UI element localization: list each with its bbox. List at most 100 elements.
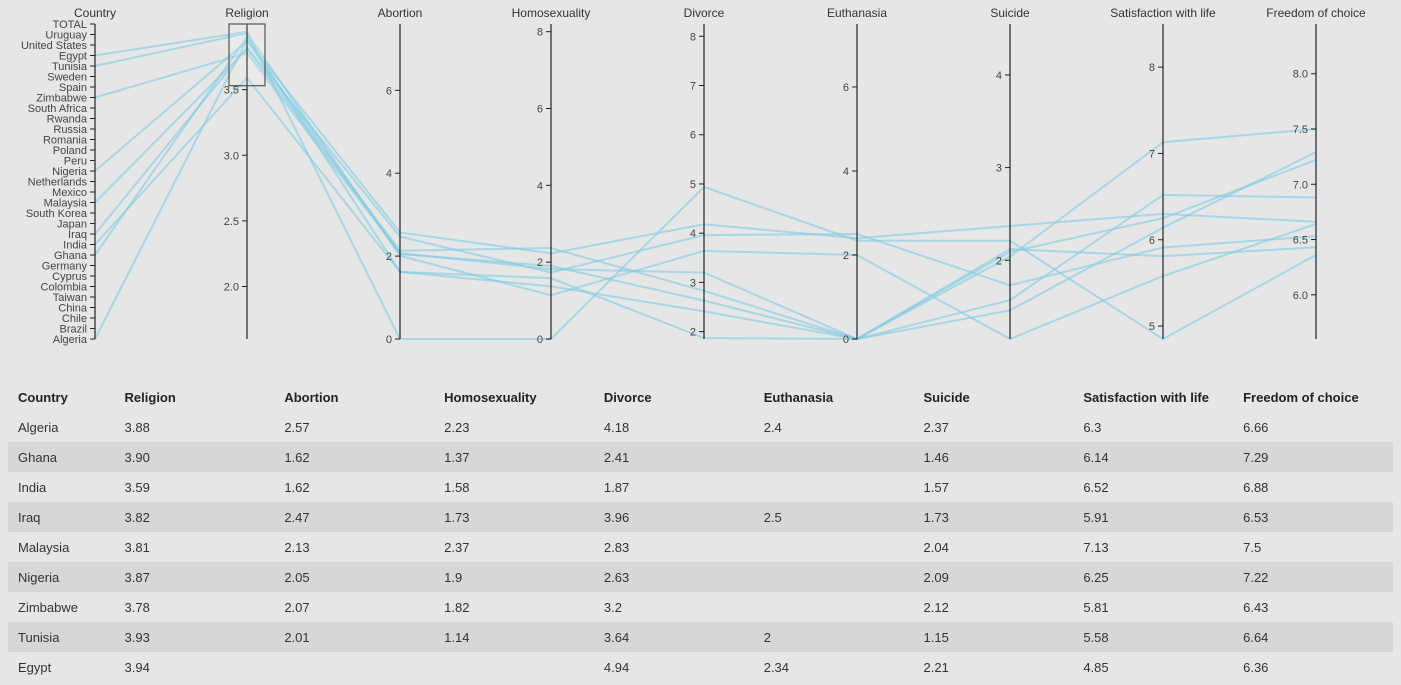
table-row[interactable]: Egypt 3.94 4.94 2.34 2.21 4.85 6.36 (8, 652, 1393, 682)
tick-label: 6.5 (1293, 235, 1308, 247)
table-cell: India (18, 479, 47, 495)
tick-label: Cyprus (52, 271, 87, 283)
table-row[interactable]: Algeria 3.88 2.57 2.23 4.18 2.4 2.37 6.3 6.66 (8, 412, 1393, 442)
header-abortion[interactable]: Abortion (284, 389, 339, 405)
table-cell: 1.46 (913, 442, 1074, 472)
tick-label: Netherlands (28, 177, 88, 189)
polyline-nigeria[interactable] (94, 39, 1317, 341)
axis-title[interactable]: Religion (225, 6, 268, 20)
table-row[interactable]: India 3.59 1.62 1.58 1.87 1.57 6.52 6.88 (8, 472, 1393, 502)
axis-title[interactable]: Euthanasia (827, 6, 887, 20)
header-euthanasia[interactable]: Euthanasia (763, 389, 834, 405)
tick-label: Tunisia (52, 61, 88, 73)
table-cell: Algeria (18, 419, 59, 435)
tick-label: 5 (1149, 321, 1155, 333)
table-cell: 3.82 (114, 502, 275, 532)
table-cell: 2.57 (284, 419, 310, 435)
header-religion[interactable]: Religion (124, 389, 176, 405)
table-cell: 2.47 (274, 502, 435, 532)
table-row[interactable]: Zimbabwe 3.78 2.07 1.82 3.2 2.12 5.81 6.43 (8, 592, 1393, 622)
table-cell: Malaysia (18, 539, 70, 555)
tick-label: Romania (43, 135, 88, 147)
table-cell: 3.81 (124, 539, 150, 555)
axis-title[interactable]: Abortion (378, 6, 423, 20)
table-cell: 4.94 (603, 659, 630, 675)
table-cell: 3.2 (603, 599, 622, 615)
data-table: Country Religion Abortion Homosexuality … (8, 382, 1393, 682)
tick-label: 2 (537, 257, 543, 269)
table-row[interactable]: Nigeria 3.87 2.05 1.9 2.63 2.09 6.25 7.22 (8, 562, 1393, 592)
table-cell: 1.62 (284, 479, 310, 495)
axis-title[interactable]: Homosexuality (512, 6, 591, 20)
header-freedom[interactable]: Freedom of choice (1243, 389, 1359, 405)
header-suicide[interactable]: Suicide (923, 389, 970, 405)
table-cell: 2.41 (593, 442, 754, 472)
table-row[interactable]: Tunisia 3.93 2.01 1.14 3.64 2 1.15 5.58 6.64 (8, 622, 1393, 652)
table-cell: 3.88 (124, 419, 150, 435)
axis-satisfaction[interactable]: Satisfaction with life 5 6 7 8 (1110, 6, 1216, 339)
tick-label: Algeria (53, 334, 88, 346)
table-cell: 1.62 (274, 442, 435, 472)
axis-title[interactable]: Satisfaction with life (1110, 6, 1216, 20)
table-row[interactable]: Ghana 3.90 1.62 1.37 2.41 1.46 6.14 7.29 (8, 442, 1393, 472)
table-cell: 2.34 (763, 659, 790, 675)
table-row[interactable]: Iraq 3.82 2.47 1.73 3.96 2.5 1.73 5.91 6.53 (8, 502, 1393, 532)
table-cell: Egypt (18, 659, 52, 675)
axis-divorce[interactable]: Divorce 2 3 4 5 6 7 8 (684, 6, 725, 339)
axis-religion[interactable]: Religion 2.0 2.5 3.0 3.5 (224, 6, 269, 339)
table-cell: 6.66 (1243, 419, 1269, 435)
header-divorce[interactable]: Divorce (603, 389, 652, 405)
axis-abortion[interactable]: Abortion 0 2 4 6 (378, 6, 423, 346)
header-satisfaction[interactable]: Satisfaction with life (1083, 389, 1209, 405)
tick-label: Peru (64, 156, 87, 168)
table-cell (753, 442, 914, 472)
header-homosexuality[interactable]: Homosexuality (444, 389, 537, 405)
axis-suicide[interactable]: Suicide 2 3 4 (990, 6, 1030, 339)
tick-label: South Africa (28, 103, 88, 115)
table-cell: 6.88 (1243, 479, 1269, 495)
header-country[interactable]: Country (18, 389, 68, 405)
table-cell: 3.94 (124, 659, 150, 675)
tick-label: Iraq (68, 229, 87, 241)
polyline-india[interactable] (94, 76, 1317, 341)
polyline-tunisia[interactable] (94, 32, 1317, 341)
tick-label: 3 (690, 277, 696, 289)
tick-label: Russia (53, 124, 88, 136)
axis-euthanasia[interactable]: Euthanasia 0 2 4 6 (827, 6, 887, 346)
table-cell: 3.96 (593, 502, 754, 532)
axis-title[interactable]: Suicide (990, 6, 1030, 20)
tick-label: 2.5 (224, 216, 239, 228)
polyline-layer (94, 30, 1317, 341)
table-cell: 6.52 (1083, 479, 1109, 495)
table-cell: Tunisia (8, 622, 115, 652)
table-cell: 1.15 (913, 622, 1074, 652)
brush-selection[interactable] (228, 23, 266, 87)
tick-label: 6.0 (1293, 290, 1308, 302)
tick-label: Spain (59, 82, 87, 94)
tick-label: 3.0 (224, 150, 239, 162)
table-row[interactable]: Malaysia 3.81 2.13 2.37 2.83 2.04 7.13 7.5 (8, 532, 1393, 562)
axis-freedom[interactable]: Freedom of choice 6.0 6.5 7.0 7.5 8.0 (1266, 6, 1366, 339)
tick-label: India (63, 240, 88, 252)
table-cell: 2.07 (284, 599, 310, 615)
table-cell: 2.01 (274, 622, 435, 652)
table-cell (753, 562, 914, 592)
tick-label: 6 (386, 85, 392, 97)
axis-title[interactable]: Freedom of choice (1266, 6, 1366, 20)
table-cell: 2.5 (753, 502, 914, 532)
table-cell: 5.91 (1073, 502, 1234, 532)
tick-label: United States (21, 40, 88, 52)
tick-label: 6 (1149, 235, 1155, 247)
tick-label: 3.5 (224, 85, 239, 97)
tick-label: Nigeria (52, 166, 88, 178)
tick-label: 4 (690, 228, 696, 240)
axis-homosexuality[interactable]: Homosexuality 0 2 4 6 8 (512, 6, 591, 346)
tick-label: Mexico (52, 187, 87, 199)
tick-label: Uruguay (45, 30, 87, 42)
tick-label: 0 (386, 334, 392, 346)
table-cell: 2.37 (444, 539, 470, 555)
tick-label: 2.0 (224, 282, 239, 294)
axis-title[interactable]: Divorce (684, 6, 725, 20)
